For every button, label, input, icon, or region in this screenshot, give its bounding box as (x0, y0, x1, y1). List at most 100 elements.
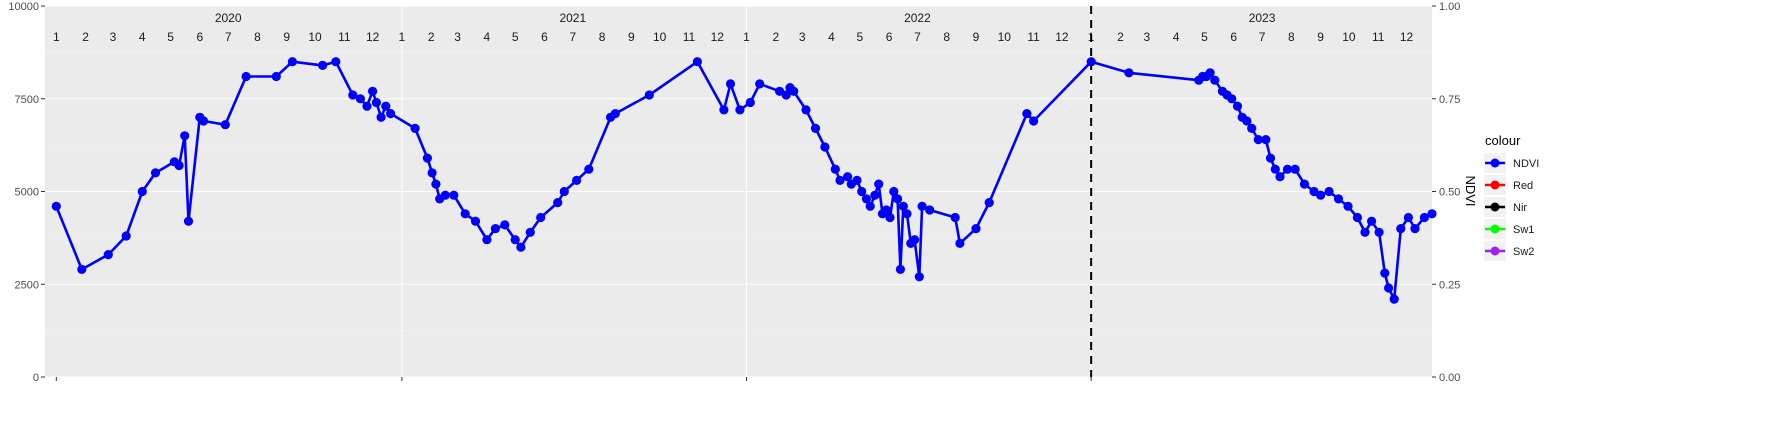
data-point (241, 71, 251, 82)
data-point (1265, 153, 1276, 163)
data-point (1343, 201, 1353, 211)
data-point (510, 235, 520, 245)
data-point (955, 238, 965, 248)
data-point (386, 109, 396, 119)
month-label: 2 (772, 30, 779, 44)
data-point (381, 101, 391, 111)
month-label: 9 (628, 30, 635, 44)
month-label: 12 (366, 30, 380, 44)
data-point (449, 190, 459, 200)
legend-item[interactable]: Nir (1484, 197, 1527, 217)
series (51, 57, 1437, 304)
data-point (525, 227, 535, 237)
data-point (584, 164, 594, 174)
month-label: 10 (998, 30, 1012, 44)
data-point (861, 194, 872, 204)
legend: colour NDVI Red Nir Sw1 Sw2 (1484, 133, 1539, 261)
data-point (1242, 116, 1252, 126)
legend-label: Sw1 (1513, 224, 1534, 236)
series-ndvi (51, 57, 1437, 304)
data-point (431, 179, 441, 189)
month-label: 10 (653, 30, 667, 44)
data-point (1227, 94, 1237, 104)
data-point (559, 186, 569, 197)
legend-item[interactable]: Sw1 (1484, 219, 1534, 239)
data-point (516, 242, 526, 252)
month-label: 8 (943, 30, 950, 44)
data-point (422, 153, 432, 163)
data-point (1299, 179, 1310, 189)
data-point (1253, 135, 1263, 145)
legend-item[interactable]: NDVI (1484, 153, 1539, 173)
year-label: 2022 (904, 11, 931, 25)
data-point (150, 168, 161, 178)
month-label: 12 (1400, 30, 1414, 44)
data-point (500, 220, 510, 230)
month-label: 6 (197, 30, 204, 44)
data-point (1324, 186, 1334, 197)
month-label: 4 (139, 30, 146, 44)
data-point (893, 194, 903, 204)
month-label: 8 (599, 30, 606, 44)
right-tick-label: 0.00 (1439, 372, 1460, 384)
month-label: 5 (167, 30, 174, 44)
month-label: 7 (225, 30, 232, 44)
month-label: 10 (308, 30, 322, 44)
month-label: 9 (973, 30, 980, 44)
month-label: 12 (711, 30, 725, 44)
right-axis: 0.00 0.25 0.50 0.75 1.00 NDVI (1432, 1, 1478, 384)
data-point (199, 116, 209, 126)
month-label: 5 (856, 30, 863, 44)
data-point (1352, 212, 1362, 223)
month-label: 4 (1173, 30, 1180, 44)
month-label: 11 (1372, 30, 1385, 44)
data-point (735, 105, 745, 115)
data-point (898, 201, 908, 211)
month-label: 9 (283, 30, 290, 44)
data-point (1275, 172, 1285, 182)
data-point (572, 175, 582, 185)
legend-label: Nir (1513, 202, 1527, 214)
right-tick-label: 0.75 (1439, 94, 1460, 106)
month-label: 3 (454, 30, 461, 44)
data-point (865, 201, 875, 211)
data-point (870, 190, 880, 200)
data-point (1290, 164, 1300, 174)
data-point (843, 172, 853, 182)
data-point (895, 264, 906, 274)
month-label: 11 (683, 30, 696, 44)
legend-key-point (1490, 158, 1500, 168)
month-label: 2 (82, 30, 89, 44)
data-point (1282, 164, 1293, 174)
data-point (137, 186, 147, 197)
data-point (1419, 212, 1429, 223)
month-label: 8 (254, 30, 261, 44)
legend-item[interactable]: Sw2 (1484, 241, 1534, 261)
data-point (362, 101, 372, 111)
right-tick-label: 0.50 (1439, 187, 1460, 199)
data-point (376, 112, 386, 122)
data-point (490, 224, 500, 234)
legend-item[interactable]: Red (1484, 175, 1533, 195)
data-point (781, 90, 791, 100)
month-label: 1 (53, 30, 60, 44)
data-point (1384, 283, 1394, 293)
data-point (1316, 190, 1326, 200)
data-point (427, 168, 437, 178)
data-point (820, 142, 830, 152)
month-label: 6 (541, 30, 548, 44)
data-point (271, 71, 281, 82)
month-label: 9 (1317, 30, 1324, 44)
data-point (1333, 194, 1344, 204)
data-point (51, 201, 61, 211)
data-point (553, 198, 563, 208)
month-label: 12 (1055, 30, 1069, 44)
year-label: 2020 (215, 11, 242, 25)
data-point (348, 90, 358, 100)
data-point (789, 86, 799, 96)
right-tick-label: 0.25 (1439, 279, 1460, 291)
data-point (1410, 224, 1420, 234)
